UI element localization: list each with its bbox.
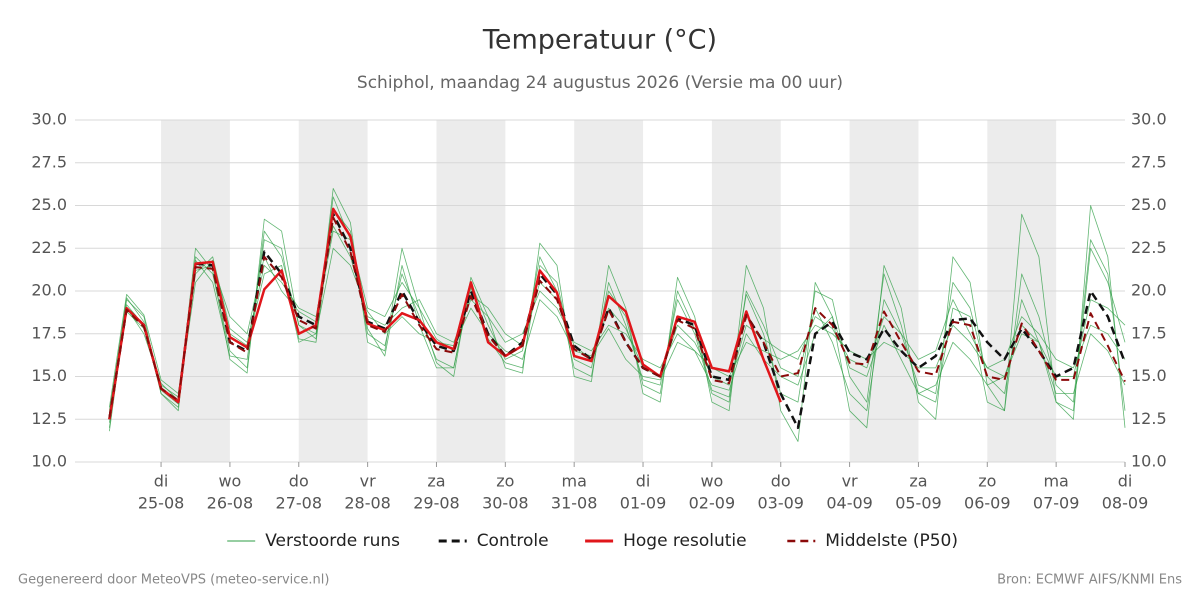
ensemble-line [109,225,1126,411]
series-line [108,207,782,420]
x-tick-label: 29-08 [413,494,460,513]
legend-label: Middelste (P50) [825,531,958,551]
x-tick-label: 28-08 [344,494,391,513]
x-tick-day: di [154,472,169,491]
x-tick-day: vr [360,472,376,491]
y-tick-label: 20.0 [31,281,67,300]
x-tick-label: 02-09 [689,494,736,513]
x-tick-day: do [771,472,791,491]
x-tick-day: wo [700,472,723,491]
x-tick-label: 06-09 [964,494,1011,513]
y-tick-label: 25.0 [31,195,67,214]
x-tick-day: ma [561,472,586,491]
footer-right: Bron: ECMWF AIFS/KNMI Ens [997,573,1182,588]
y2-tick-label: 22.5 [1131,238,1167,257]
series-line [108,216,1126,418]
x-tick-label: 25-08 [138,494,185,513]
x-tick-day: za [909,472,927,491]
legend-label: Hoge resolutie [623,531,747,551]
chart-title: Temperatuur (°C) [482,25,717,56]
x-tick-day: di [636,472,651,491]
x-tick-label: 05-09 [895,494,942,513]
x-tick-day: zo [978,472,996,491]
x-tick-label: 30-08 [482,494,529,513]
x-tick-label: 31-08 [551,494,598,513]
legend-label: Verstoorde runs [265,531,400,551]
y-tick-label: 12.5 [31,409,67,428]
ensemble-line [109,230,1126,408]
y-tick-label: 10.0 [31,452,67,471]
x-tick-label: 08-09 [1102,494,1149,513]
x-tick-label: 26-08 [207,494,254,513]
y2-tick-label: 27.5 [1131,152,1167,171]
x-tick-day: vr [842,472,858,491]
ensemble-line [109,188,1126,442]
y2-tick-label: 20.0 [1131,281,1167,300]
x-tick-day: do [289,472,309,491]
y2-tick-label: 10.0 [1131,452,1167,471]
x-tick-day: ma [1043,472,1068,491]
x-tick-label: 27-08 [276,494,323,513]
y2-tick-label: 30.0 [1131,110,1167,129]
y2-tick-label: 25.0 [1131,195,1167,214]
x-tick-label: 01-09 [620,494,667,513]
y-tick-label: 27.5 [31,152,67,171]
ensemble-line [109,247,1126,423]
x-tick-label: 03-09 [757,494,804,513]
x-tick-label: 04-09 [826,494,873,513]
y-tick-label: 30.0 [31,110,67,129]
y2-tick-label: 15.0 [1131,366,1167,385]
y-tick-label: 17.5 [31,323,67,342]
x-tick-day: za [427,472,445,491]
legend-label: Controle [477,531,549,551]
chart-subtitle: Schiphol, maandag 24 augustus 2026 (Vers… [357,73,843,93]
x-tick-day: zo [496,472,514,491]
y2-tick-label: 17.5 [1131,323,1167,342]
y-tick-label: 22.5 [31,238,67,257]
y2-tick-label: 12.5 [1131,409,1167,428]
x-tick-day: wo [218,472,241,491]
x-tick-label: 07-09 [1033,494,1080,513]
footer-left: Gegenereerd door MeteoVPS (meteo-service… [18,573,329,588]
x-tick-day: di [1118,472,1133,491]
plot-area [108,188,1127,442]
y-tick-label: 15.0 [31,366,67,385]
